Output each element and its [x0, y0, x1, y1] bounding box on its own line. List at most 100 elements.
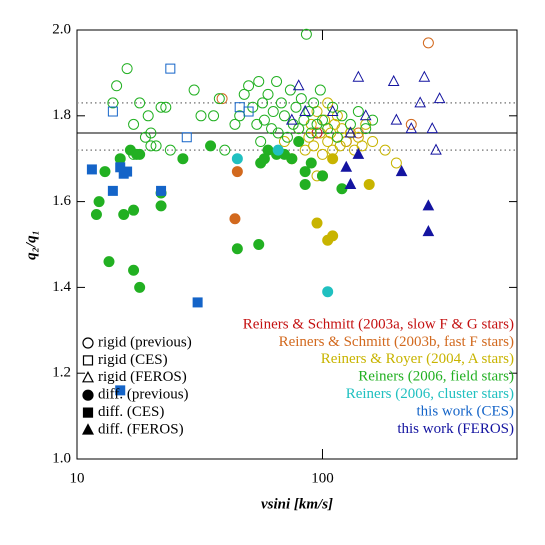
data-point	[155, 101, 167, 113]
data-point	[390, 113, 403, 125]
y-tick-label: 2.0	[52, 21, 71, 37]
data-point	[272, 127, 284, 139]
data-point	[134, 281, 146, 293]
data-point	[326, 104, 339, 117]
data-point	[195, 110, 207, 122]
data-point	[229, 213, 241, 225]
data-point	[118, 208, 130, 220]
y-tick-label: 1.0	[52, 450, 71, 466]
y-tick-label: 1.2	[52, 365, 71, 381]
data-point	[433, 92, 446, 104]
data-point	[142, 110, 154, 122]
data-point	[128, 264, 140, 276]
data-point	[390, 157, 402, 169]
data-point	[139, 131, 151, 143]
data-point	[299, 104, 311, 117]
data-point	[285, 113, 298, 125]
data-point	[316, 170, 328, 182]
data-point	[316, 148, 328, 160]
data-point	[156, 185, 167, 196]
legend-label: Reiners & Schmitt (2003a, slow F & G sta…	[243, 316, 514, 332]
data-point	[352, 147, 365, 159]
data-point	[128, 204, 140, 216]
data-point	[145, 140, 157, 152]
data-point	[293, 136, 305, 148]
data-point	[327, 101, 339, 113]
data-point	[290, 101, 302, 113]
legend-label: diff. (FEROS)	[98, 421, 184, 437]
data-point	[278, 110, 290, 122]
data-point	[253, 75, 265, 87]
data-point	[134, 148, 146, 160]
data-point	[262, 144, 274, 156]
x-tick-label: 100	[311, 470, 334, 486]
data-point	[395, 164, 408, 177]
data-point	[308, 97, 320, 109]
data-point	[155, 200, 167, 212]
data-point	[177, 153, 189, 165]
legend-label: Reiners (2006, cluster stars)	[346, 386, 514, 402]
data-point	[316, 114, 328, 126]
data-point	[93, 196, 105, 208]
data-point	[387, 74, 400, 86]
legend-label: Reiners (2006, field stars)	[358, 369, 514, 385]
data-point	[253, 239, 265, 250]
data-point	[299, 166, 311, 178]
plot-frame	[76, 29, 518, 460]
data-point	[231, 243, 243, 255]
data-point	[426, 122, 439, 134]
data-point	[359, 109, 372, 121]
data-point	[308, 140, 320, 152]
data-point	[360, 123, 372, 135]
data-point	[145, 127, 157, 139]
data-point	[238, 88, 250, 100]
data-point	[208, 110, 220, 122]
data-point	[352, 70, 365, 82]
data-point	[311, 217, 323, 229]
data-point	[243, 106, 254, 117]
x-tick-label: 10	[70, 470, 85, 486]
data-point	[255, 136, 267, 148]
y-tick-label: 1.8	[52, 107, 71, 123]
legend-label: rigid (previous)	[98, 334, 192, 350]
data-point	[160, 101, 172, 113]
x-axis-label: vsini [km/s]	[261, 496, 333, 512]
legend-label: Reiners & Schmitt (2003b, fast F stars)	[279, 334, 514, 350]
y-tick-label: 1.6	[52, 193, 71, 209]
data-point	[286, 153, 298, 165]
legend-symbol	[82, 355, 94, 366]
data-point	[405, 122, 418, 134]
data-point	[303, 106, 315, 118]
data-point	[99, 166, 111, 178]
data-point	[231, 153, 243, 165]
data-point	[90, 208, 102, 220]
data-point	[128, 118, 140, 130]
data-point	[272, 144, 284, 156]
data-point	[103, 256, 115, 268]
data-point	[352, 106, 364, 118]
data-point	[205, 140, 217, 152]
data-point	[165, 63, 176, 74]
data-point	[213, 93, 225, 105]
data-point	[292, 79, 305, 91]
y-axis-label: q₂/q₁	[23, 230, 39, 260]
data-point	[322, 286, 334, 298]
data-point	[181, 132, 192, 143]
data-point	[107, 106, 118, 117]
data-point	[219, 144, 231, 156]
data-point	[344, 118, 356, 130]
data-point	[107, 97, 119, 109]
data-point	[327, 153, 339, 165]
data-point	[134, 97, 146, 109]
data-point	[188, 84, 200, 96]
legend-label: Reiners & Royer (2004, A stars)	[321, 351, 514, 367]
data-point	[414, 96, 426, 108]
data-point	[311, 118, 323, 130]
data-point	[121, 63, 133, 75]
data-point	[305, 127, 317, 139]
data-point	[422, 199, 435, 211]
legend-label: diff. (previous)	[98, 387, 189, 403]
data-point	[86, 164, 97, 175]
